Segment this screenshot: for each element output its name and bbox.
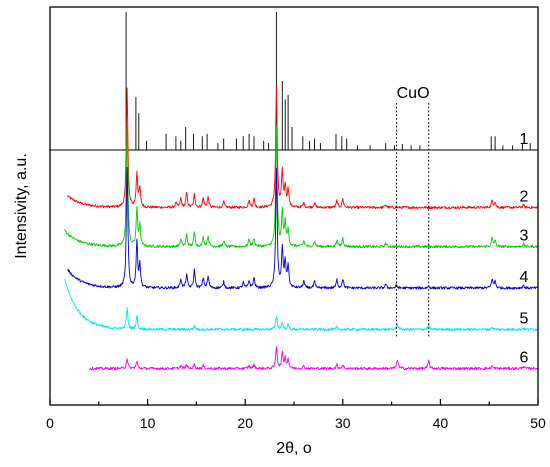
series-6-trace bbox=[88, 346, 539, 371]
series-labels: 1 2 3 4 5 6 bbox=[520, 131, 529, 367]
series-6-label: 6 bbox=[520, 350, 529, 367]
series-1-label: 1 bbox=[520, 131, 529, 148]
traces-group bbox=[50, 12, 539, 371]
series-5-label: 5 bbox=[520, 310, 529, 327]
series-5-trace bbox=[64, 278, 539, 332]
x-axis-ticks bbox=[49, 399, 539, 405]
x-axis-title: 2θ, o bbox=[276, 440, 312, 457]
series-2-trace bbox=[67, 85, 539, 210]
series-2-label: 2 bbox=[520, 189, 529, 206]
series-1-trace bbox=[50, 12, 538, 151]
series-3-trace bbox=[64, 124, 539, 249]
x-tick-label-40: 40 bbox=[433, 415, 449, 431]
y-axis-title: Intensivity, a.u. bbox=[13, 153, 30, 259]
x-tick-label-10: 10 bbox=[140, 415, 156, 431]
series-4-trace bbox=[67, 167, 539, 290]
x-tick-label-50: 50 bbox=[530, 415, 546, 431]
x-tick-label-20: 20 bbox=[237, 415, 253, 431]
x-tick-label-0: 0 bbox=[46, 415, 54, 431]
cuo-reference-lines bbox=[395, 103, 430, 337]
series-4-label: 4 bbox=[520, 269, 529, 286]
cuo-annotation: CuO bbox=[397, 85, 430, 102]
x-axis-tick-labels: 0 10 20 30 40 50 bbox=[46, 415, 546, 431]
x-tick-label-30: 30 bbox=[335, 415, 351, 431]
series-3-label: 3 bbox=[520, 228, 529, 245]
